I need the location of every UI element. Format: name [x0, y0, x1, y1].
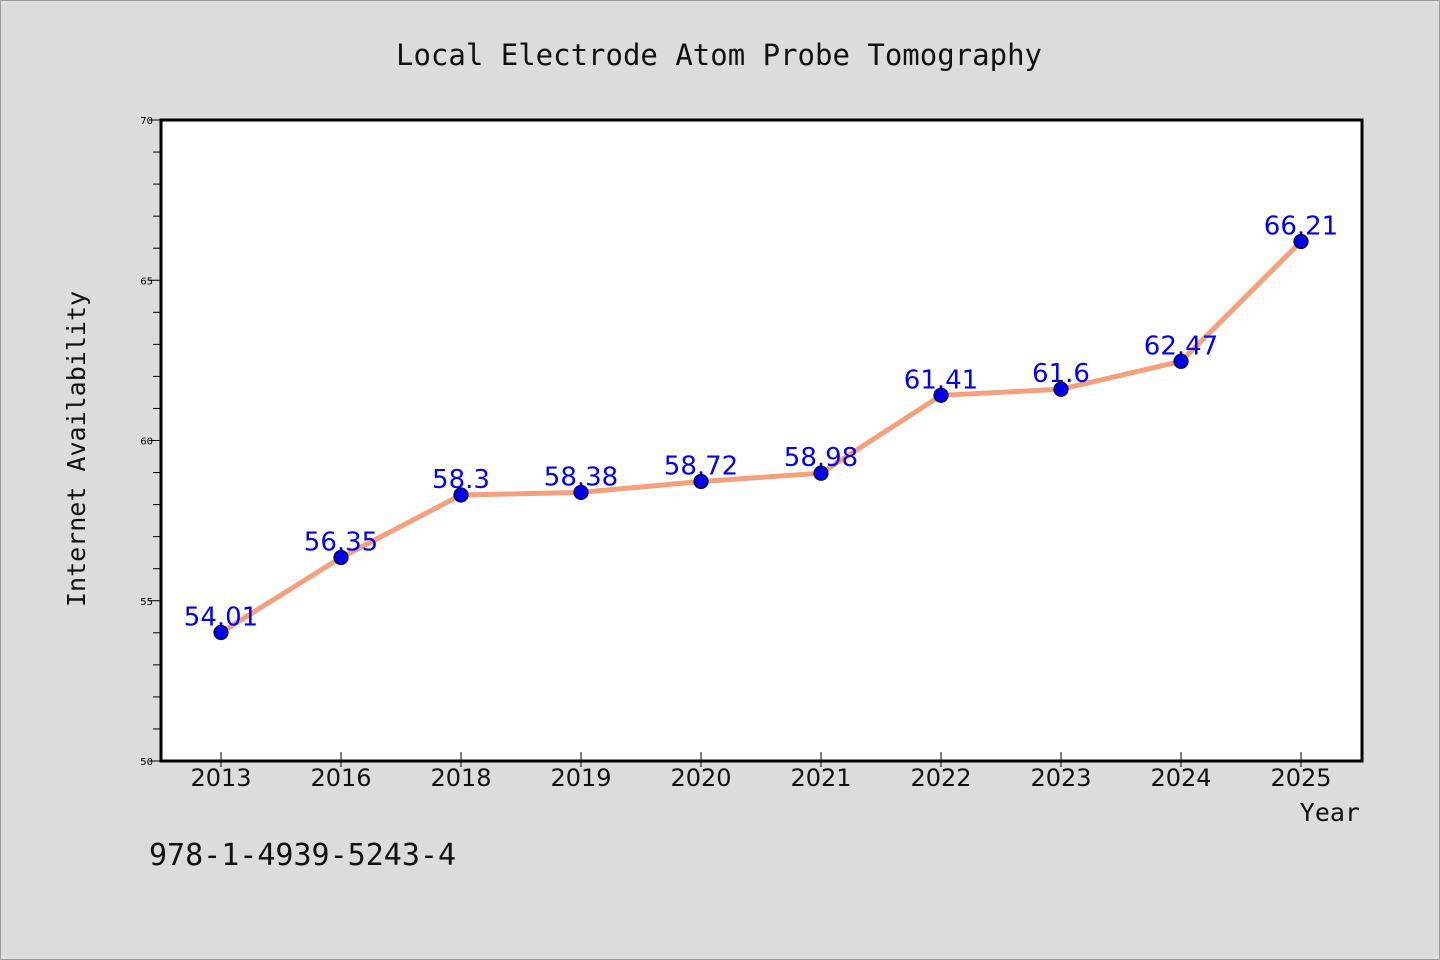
data-labels: 54.01 56.35 58.3 58.38 58.72 58.98 61.41 61.6 62… — [184, 211, 1338, 632]
y-tick-label: 60 — [140, 437, 153, 448]
y-tick-label: 55 — [140, 597, 153, 608]
x-tick-label: 2021 — [790, 764, 851, 792]
data-point — [453, 487, 469, 503]
y-tick-label: 70 — [140, 116, 153, 127]
x-axis-title: Year — [1300, 798, 1360, 827]
data-point — [933, 387, 949, 403]
y-tick-label: 65 — [140, 276, 153, 287]
series-line — [219, 239, 1303, 635]
isbn-annotation: 978-1-4939-5243-4 — [149, 838, 456, 873]
data-point — [573, 484, 589, 501]
y-axis-title: Internet Availability — [62, 291, 91, 607]
data-label: 58.38 — [544, 462, 618, 492]
x-tick-label: 2019 — [550, 764, 611, 792]
data-label: 54.01 — [184, 602, 258, 632]
data-label: 66.21 — [1264, 211, 1338, 241]
x-tick-label: 2013 — [190, 764, 251, 792]
x-tick-label: 2023 — [1030, 764, 1091, 792]
data-point — [813, 465, 829, 481]
chart-title: Local Electrode Atom Probe Tomography — [396, 38, 1042, 72]
data-point — [1173, 353, 1189, 369]
y-axis: 50 55 60 65 70 — [140, 116, 161, 768]
x-tick-label: 2022 — [910, 764, 971, 792]
data-point — [333, 549, 349, 566]
x-tick-label: 2025 — [1270, 764, 1331, 792]
series-markers — [213, 233, 1309, 641]
data-label: 58.98 — [784, 443, 858, 473]
x-tick-label: 2016 — [310, 764, 371, 792]
data-point — [693, 473, 709, 490]
data-label: 62.47 — [1144, 331, 1218, 361]
x-tick-label: 2018 — [430, 764, 491, 792]
data-point — [1293, 233, 1309, 250]
plot-area — [159, 118, 1364, 763]
data-label: 58.3 — [432, 465, 490, 495]
x-tick-label: 2024 — [1150, 764, 1211, 792]
data-label: 58.72 — [664, 452, 738, 482]
y-tick-label: 50 — [140, 757, 153, 768]
x-tick-label: 2020 — [670, 764, 731, 792]
data-point — [1053, 381, 1069, 397]
data-label: 61.41 — [904, 365, 978, 395]
x-axis: 2013 2016 2018 2019 2020 2021 2022 2023 2024 2025 — [190, 752, 1332, 792]
data-label: 56.35 — [304, 527, 378, 557]
data-label: 61.6 — [1032, 359, 1090, 389]
data-point — [213, 624, 229, 641]
